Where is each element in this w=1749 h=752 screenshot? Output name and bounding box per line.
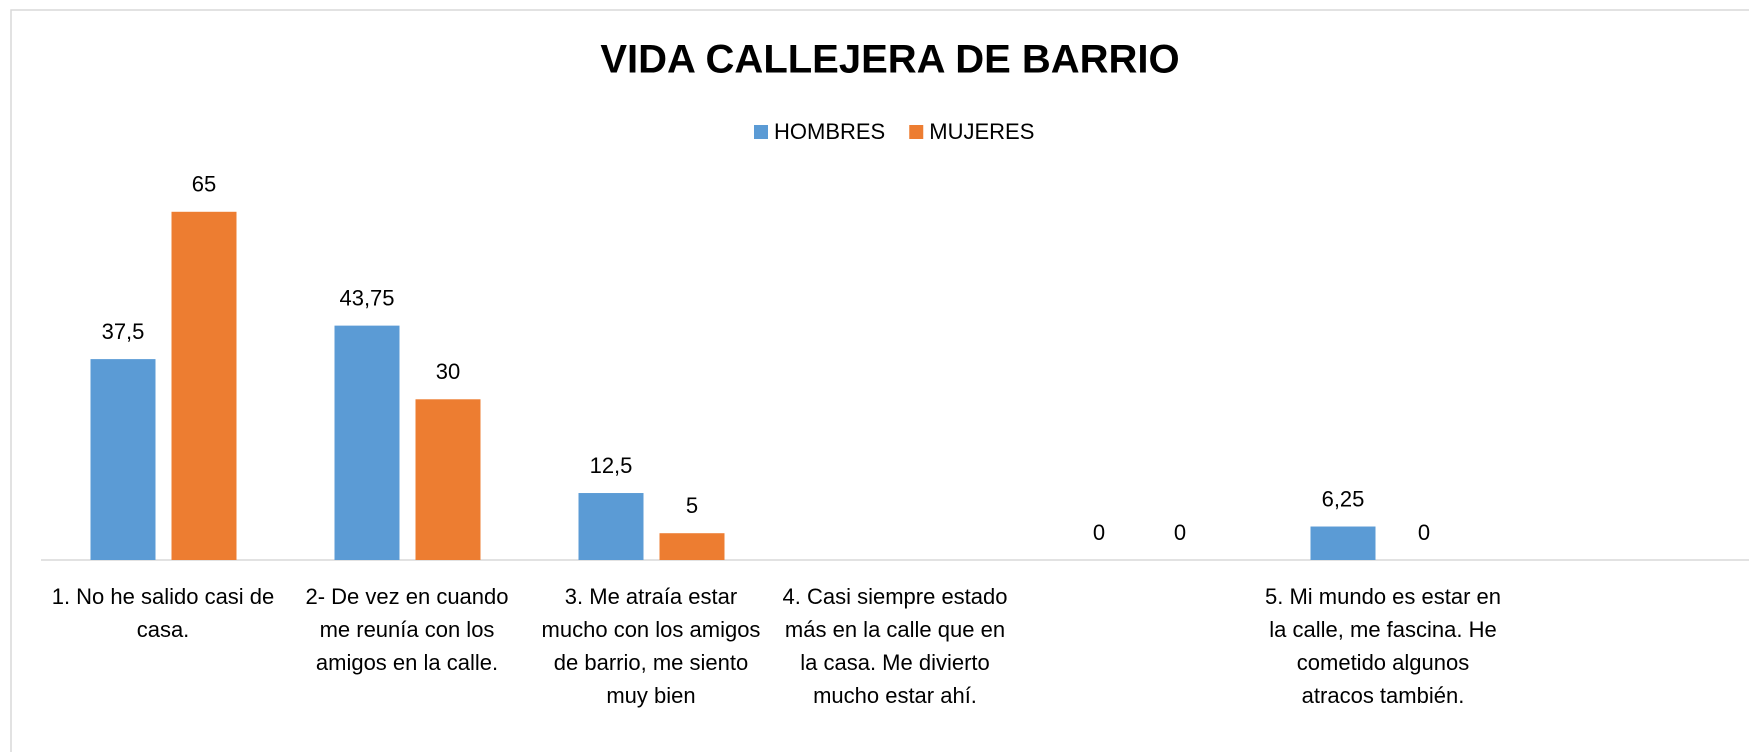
data-label: 0 <box>1174 520 1186 545</box>
data-label: 37,5 <box>102 319 145 344</box>
bar <box>171 211 237 561</box>
data-label: 30 <box>436 359 460 384</box>
chart-title: VIDA CALLEJERA DE BARRIO <box>600 38 1179 82</box>
legend-swatch <box>754 125 768 139</box>
legend-swatch <box>909 125 924 139</box>
data-label: 43,75 <box>339 285 394 310</box>
x-tick-label: 3. Me atraía estar mucho con los amigos … <box>541 584 767 708</box>
bar <box>578 493 644 560</box>
x-tick-label: 2- De vez en cuando me reunía con los am… <box>305 584 515 675</box>
data-label: 0 <box>1418 520 1430 545</box>
data-label: 12,5 <box>590 453 633 478</box>
bar <box>659 533 725 560</box>
data-label: 65 <box>192 172 216 197</box>
data-label: 5 <box>686 493 698 518</box>
bar <box>1310 526 1376 560</box>
bar <box>334 325 400 560</box>
data-label: 0 <box>1093 520 1105 545</box>
chart-border <box>10 9 1749 752</box>
data-label: 6,25 <box>1322 486 1365 511</box>
legend-label: MUJERES <box>929 119 1034 144</box>
x-tick-label: 1. No he salido casi de casa. <box>51 584 281 642</box>
bar <box>90 359 156 560</box>
legend-label: HOMBRES <box>774 119 885 144</box>
x-tick-label: 5. Mi mundo es estar en la calle, me fas… <box>1265 584 1508 708</box>
x-tick-label: 4. Casi siempre estado más en la calle q… <box>782 584 1014 708</box>
bar <box>415 399 481 560</box>
